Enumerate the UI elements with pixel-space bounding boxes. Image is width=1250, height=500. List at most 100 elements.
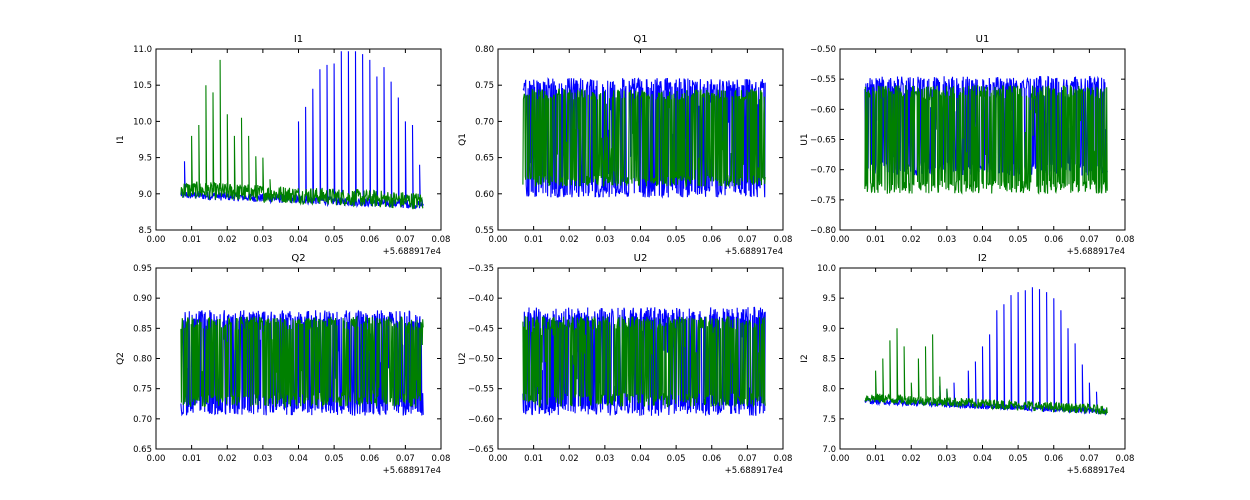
y-tick-label: −0.45 [468, 324, 494, 334]
x-tick-label: 0.07 [738, 235, 757, 245]
y-tick-label: 8.5 [138, 226, 152, 236]
x-tick-label: 0.06 [1044, 235, 1063, 245]
x-tick-label: 0.07 [1080, 454, 1099, 464]
y-tick-label: −0.35 [468, 264, 494, 274]
series-blue-line [180, 309, 424, 417]
y-tick-label: −0.75 [810, 196, 836, 206]
y-tick-label: 0.75 [133, 385, 152, 395]
x-tick-label: 0.08 [432, 235, 451, 245]
x-tick-label: 0.04 [631, 454, 650, 464]
x-tick-label: 0.06 [360, 454, 379, 464]
y-tick-label: 0.70 [133, 415, 152, 425]
subplot-i2: 0.00 0.01 0.02 0.03 0.04 0.05 0.06 0.07 0.08 7.0 7… [800, 253, 1134, 476]
y-tick-label: −0.55 [810, 75, 836, 85]
x-tick-label: 0.00 [489, 454, 508, 464]
x-offset-label: +5.688917e4 [383, 466, 441, 476]
x-tick-label: 0.00 [831, 454, 850, 464]
x-tick-label: 0.02 [560, 454, 579, 464]
x-tick-label: 0.06 [360, 235, 379, 245]
x-tick-label: 0.02 [902, 454, 921, 464]
y-tick-label: 9.5 [138, 154, 152, 164]
subplot-q1: 0.00 0.01 0.02 0.03 0.04 0.05 0.06 0.07 0.08 0.55… [458, 34, 792, 257]
x-tick-label: 0.06 [702, 454, 721, 464]
y-tick-label: 9.5 [822, 294, 836, 304]
x-tick-label: 0.06 [702, 235, 721, 245]
subplot-title: I1 [294, 34, 303, 45]
x-tick-label: 0.05 [667, 454, 686, 464]
subplot-title: I2 [978, 253, 987, 264]
y-axis-label: Q1 [458, 133, 468, 146]
y-axis-label: I2 [800, 354, 810, 362]
x-tick-label: 0.06 [1044, 454, 1063, 464]
x-tick-label: 0.04 [973, 454, 992, 464]
x-tick-label: 0.08 [1116, 235, 1135, 245]
y-tick-label: 8.0 [822, 385, 836, 395]
y-axis-label: I1 [116, 135, 126, 143]
y-tick-label: 0.60 [475, 190, 494, 200]
y-tick-label: 8.5 [822, 355, 836, 365]
subplot-title: U2 [634, 253, 648, 264]
x-tick-label: 0.05 [325, 235, 344, 245]
y-tick-label: 0.65 [133, 445, 152, 455]
x-tick-label: 0.05 [325, 454, 344, 464]
series-green-line [864, 85, 1108, 195]
series-green-line [522, 88, 766, 189]
x-tick-label: 0.05 [1009, 235, 1028, 245]
series-green-line [180, 315, 424, 409]
y-tick-label: −0.60 [810, 105, 836, 115]
x-tick-label: 0.07 [738, 454, 757, 464]
y-tick-label: −0.65 [468, 445, 494, 455]
x-tick-label: 0.03 [595, 454, 614, 464]
y-tick-label: −0.50 [810, 45, 836, 55]
y-tick-label: 10.0 [133, 117, 152, 127]
x-tick-label: 0.07 [396, 235, 415, 245]
x-offset-label: +5.688917e4 [1067, 466, 1125, 476]
y-tick-label: 0.65 [475, 154, 494, 164]
x-tick-label: 0.01 [866, 454, 885, 464]
series-green-line [522, 315, 766, 408]
series-green-line [180, 59, 424, 210]
x-tick-label: 0.01 [866, 235, 885, 245]
y-tick-label: 0.80 [133, 355, 152, 365]
x-tick-label: 0.01 [524, 235, 543, 245]
x-tick-label: 0.03 [253, 454, 272, 464]
y-tick-label: 7.5 [822, 415, 836, 425]
x-tick-label: 0.03 [595, 235, 614, 245]
y-tick-label: −0.65 [810, 136, 836, 146]
x-tick-label: 0.05 [1009, 454, 1028, 464]
x-offset-label: +5.688917e4 [725, 247, 783, 257]
y-tick-label: −0.80 [810, 226, 836, 236]
y-tick-label: 0.80 [475, 45, 494, 55]
x-tick-label: 0.04 [631, 235, 650, 245]
x-tick-label: 0.00 [489, 235, 508, 245]
y-tick-label: −0.40 [468, 294, 494, 304]
y-tick-label: 0.75 [475, 81, 494, 91]
x-tick-label: 0.00 [147, 235, 166, 245]
x-tick-label: 0.02 [902, 235, 921, 245]
x-tick-label: 0.00 [831, 235, 850, 245]
x-tick-label: 0.08 [774, 235, 793, 245]
x-tick-label: 0.01 [182, 454, 201, 464]
subplot-title: U1 [976, 34, 990, 45]
y-tick-label: 0.55 [475, 226, 494, 236]
x-tick-label: 0.04 [973, 235, 992, 245]
subplot-title: Q1 [633, 34, 647, 45]
subplot-title: Q2 [291, 253, 305, 264]
x-tick-label: 0.08 [774, 454, 793, 464]
y-tick-label: 0.95 [133, 264, 152, 274]
subplot-i1: 0.00 0.01 0.02 0.03 0.04 0.05 0.06 0.07 0.08 8.5 9… [116, 34, 450, 257]
y-tick-label: 11.0 [133, 45, 152, 55]
x-offset-label: +5.688917e4 [1067, 247, 1125, 257]
subplot-u1: 0.00 0.01 0.02 0.03 0.04 0.05 0.06 0.07 0.08 −0.8… [800, 34, 1134, 257]
x-tick-label: 0.01 [524, 454, 543, 464]
x-tick-label: 0.07 [1080, 235, 1099, 245]
y-tick-label: 0.85 [133, 324, 152, 334]
y-axis-label: U1 [800, 133, 810, 145]
y-tick-label: 10.5 [133, 81, 152, 91]
series-blue-line [180, 51, 424, 210]
x-tick-label: 0.05 [667, 235, 686, 245]
y-axis-label: Q2 [116, 352, 126, 365]
y-tick-label: 0.70 [475, 117, 494, 127]
